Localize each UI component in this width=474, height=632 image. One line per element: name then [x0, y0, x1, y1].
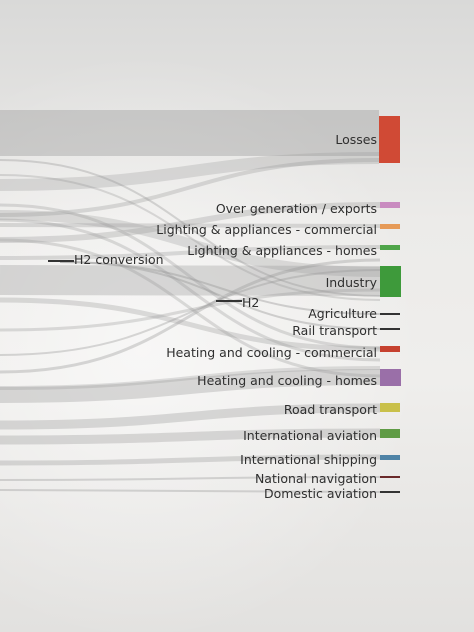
node-bar-losses [379, 116, 400, 163]
node-bar-international-aviation [380, 429, 400, 438]
flow-link-cross-4 [0, 203, 381, 350]
flow-link-cross-5 [0, 218, 381, 362]
node-bar-heating-commercial [380, 346, 400, 352]
flow-link-cross-7 [0, 159, 381, 297]
node-label-over-generation: Over generation / exports [215, 201, 377, 216]
node-bar-rail-transport [380, 328, 400, 330]
node-label-international-shipping: International shipping [240, 452, 377, 467]
node-label-h2-conversion: H2 conversion [74, 252, 164, 267]
flow-link-int-aviation [0, 428, 381, 445]
node-bar-international-shipping [380, 455, 400, 460]
node-label-domestic-aviation: Domestic aviation [263, 486, 377, 501]
flow-link-industry [0, 265, 381, 296]
flow-link-agri [59, 261, 381, 315]
flow-link-industry-2 [0, 210, 381, 277]
node-label-heating-homes: Heating and cooling - homes [197, 373, 377, 388]
flow-link-nat-nav [0, 476, 381, 481]
flow-link-losses-2 [0, 152, 380, 191]
node-label-rail-transport: Rail transport [292, 323, 377, 338]
node-label-lighting-homes: Lighting & appliances - homes [187, 243, 377, 258]
flow-link-overgen [0, 202, 381, 243]
node-label-lighting-commercial: Lighting & appliances - commercial [156, 222, 377, 237]
node-bar-agriculture [380, 313, 400, 315]
flow-link-int-shipping [0, 454, 381, 466]
node-bar-domestic-aviation [380, 491, 400, 493]
flow-link-cross-8 [0, 174, 381, 301]
node-bar-national-navigation [380, 476, 400, 478]
node-label-national-navigation: National navigation [254, 471, 377, 486]
node-bar-over-generation [380, 202, 400, 208]
node-bar-industry [380, 266, 401, 297]
flow-link-cross-6 [0, 238, 381, 378]
node-label-heating-commercial: Heating and cooling - commercial [166, 345, 377, 360]
flow-link-cross-2 [0, 269, 381, 356]
flow-link-heat-home-2 [0, 366, 381, 390]
node-label-road-transport: Road transport [283, 402, 377, 417]
flow-link-heat-com [0, 297, 381, 352]
flow-link-losses-3 [0, 158, 380, 217]
flow-link-light-com [0, 223, 381, 228]
node-label-agriculture: Agriculture [308, 306, 377, 321]
node-label-industry: Industry [325, 275, 377, 290]
node-label-h2: H2 [242, 295, 260, 310]
node-label-international-aviation: International aviation [243, 428, 377, 443]
flow-link-dom-aviation [0, 489, 381, 493]
flow-link-cross-3 [0, 288, 381, 332]
flow-link-heat-home [0, 369, 381, 403]
node-bar-road-transport [380, 403, 400, 412]
node-bar-lighting-commercial [380, 224, 400, 229]
flow-link-cross-1 [0, 258, 381, 374]
flow-link-rail [59, 261, 381, 330]
flow-link-road [0, 403, 381, 430]
node-label-losses: Losses [335, 132, 377, 147]
node-bar-lighting-homes [380, 245, 400, 250]
node-bar-heating-homes [380, 369, 401, 386]
flow-link-light-home [0, 245, 381, 260]
